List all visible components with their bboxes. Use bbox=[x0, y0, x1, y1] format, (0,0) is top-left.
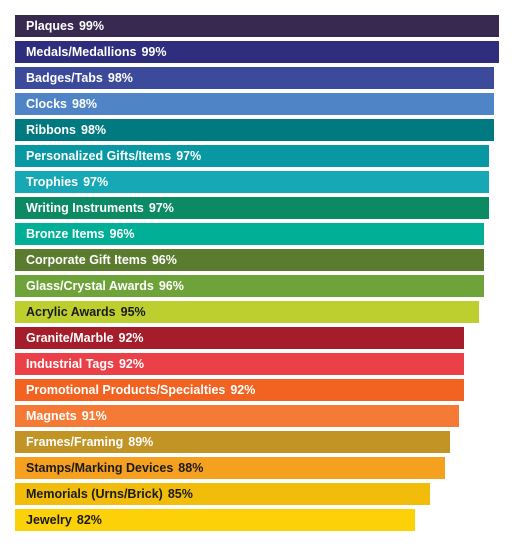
value-label: 97% bbox=[83, 175, 109, 189]
category-label: Plaques bbox=[26, 19, 74, 33]
category-label: Acrylic Awards bbox=[26, 305, 116, 319]
bar: Writing Instruments 97% bbox=[15, 197, 489, 219]
bar-label: Promotional Products/Specialties 92% bbox=[26, 379, 255, 401]
bar-label: Corporate Gift Items 96% bbox=[26, 249, 177, 271]
bar-label: Industrial Tags 92% bbox=[26, 353, 144, 375]
bar: Bronze Items 96% bbox=[15, 223, 484, 245]
value-label: 98% bbox=[107, 71, 133, 85]
bar: Clocks 98% bbox=[15, 93, 494, 115]
bar-label: Plaques 99% bbox=[26, 15, 104, 37]
value-label: 96% bbox=[109, 227, 135, 241]
bar: Badges/Tabs 98% bbox=[15, 67, 494, 89]
value-label: 98% bbox=[72, 97, 98, 111]
value-label: 96% bbox=[158, 279, 184, 293]
bar: Medals/Medallions 99% bbox=[15, 41, 499, 63]
bar: Glass/Crystal Awards 96% bbox=[15, 275, 484, 297]
bar-label: Jewelry 82% bbox=[26, 509, 102, 531]
value-label: 92% bbox=[118, 331, 144, 345]
bar-label: Memorials (Urns/Brick) 85% bbox=[26, 483, 193, 505]
value-label: 98% bbox=[81, 123, 107, 137]
bar-label: Granite/Marble 92% bbox=[26, 327, 144, 349]
bar: Promotional Products/Specialties 92% bbox=[15, 379, 464, 401]
category-label: Industrial Tags bbox=[26, 357, 114, 371]
bar-label: Glass/Crystal Awards 96% bbox=[26, 275, 184, 297]
bar-label: Trophies 97% bbox=[26, 171, 108, 193]
category-label: Writing Instruments bbox=[26, 201, 144, 215]
category-label: Frames/Framing bbox=[26, 435, 124, 449]
bar-label: Magnets 91% bbox=[26, 405, 107, 427]
bar: Stamps/Marking Devices 88% bbox=[15, 457, 445, 479]
value-label: 99% bbox=[141, 45, 167, 59]
value-label: 82% bbox=[76, 513, 102, 527]
bar-label: Medals/Medallions 99% bbox=[26, 41, 166, 63]
bar: Frames/Framing 89% bbox=[15, 431, 450, 453]
category-label: Granite/Marble bbox=[26, 331, 114, 345]
bar-label: Writing Instruments 97% bbox=[26, 197, 174, 219]
bar: Memorials (Urns/Brick) 85% bbox=[15, 483, 430, 505]
value-label: 99% bbox=[78, 19, 104, 33]
value-label: 92% bbox=[118, 357, 145, 371]
value-label: 91% bbox=[81, 409, 107, 423]
category-label: Personalized Gifts/Items bbox=[26, 149, 172, 163]
category-label: Corporate Gift Items bbox=[26, 253, 147, 267]
bar-label: Personalized Gifts/Items 97% bbox=[26, 145, 201, 167]
category-label: Stamps/Marking Devices bbox=[26, 461, 174, 475]
bar: Granite/Marble 92% bbox=[15, 327, 464, 349]
bar-label: Ribbons 98% bbox=[26, 119, 106, 141]
bar-label: Frames/Framing 89% bbox=[26, 431, 153, 453]
category-label: Promotional Products/Specialties bbox=[26, 383, 226, 397]
value-label: 96% bbox=[151, 253, 177, 267]
bar-label: Acrylic Awards 95% bbox=[26, 301, 146, 323]
bar: Acrylic Awards 95% bbox=[15, 301, 479, 323]
category-label: Glass/Crystal Awards bbox=[26, 279, 154, 293]
bar: Ribbons 98% bbox=[15, 119, 494, 141]
bar: Personalized Gifts/Items 97% bbox=[15, 145, 489, 167]
value-label: 95% bbox=[120, 305, 146, 319]
bar-label: Bronze Items 96% bbox=[26, 223, 135, 245]
bar-label: Stamps/Marking Devices 88% bbox=[26, 457, 203, 479]
category-label: Badges/Tabs bbox=[26, 71, 103, 85]
bar-label: Badges/Tabs 98% bbox=[26, 67, 133, 89]
category-label: Clocks bbox=[26, 97, 67, 111]
value-label: 97% bbox=[176, 149, 202, 163]
category-label: Ribbons bbox=[26, 123, 76, 137]
bar: Corporate Gift Items 96% bbox=[15, 249, 484, 271]
bar: Magnets 91% bbox=[15, 405, 459, 427]
bar: Trophies 97% bbox=[15, 171, 489, 193]
bar-label: Clocks 98% bbox=[26, 93, 97, 115]
category-label: Memorials (Urns/Brick) bbox=[26, 487, 163, 501]
value-label: 97% bbox=[148, 201, 174, 215]
category-label: Medals/Medallions bbox=[26, 45, 137, 59]
category-label: Trophies bbox=[26, 175, 79, 189]
value-label: 88% bbox=[178, 461, 204, 475]
value-label: 85% bbox=[167, 487, 193, 501]
category-label: Bronze Items bbox=[26, 227, 105, 241]
bar: Plaques 99% bbox=[15, 15, 499, 37]
bar: Jewelry 82% bbox=[15, 509, 415, 531]
value-label: 92% bbox=[230, 383, 256, 397]
value-label: 89% bbox=[128, 435, 154, 449]
category-label: Magnets bbox=[26, 409, 77, 423]
category-label: Jewelry bbox=[26, 513, 72, 527]
bar: Industrial Tags 92% bbox=[15, 353, 464, 375]
